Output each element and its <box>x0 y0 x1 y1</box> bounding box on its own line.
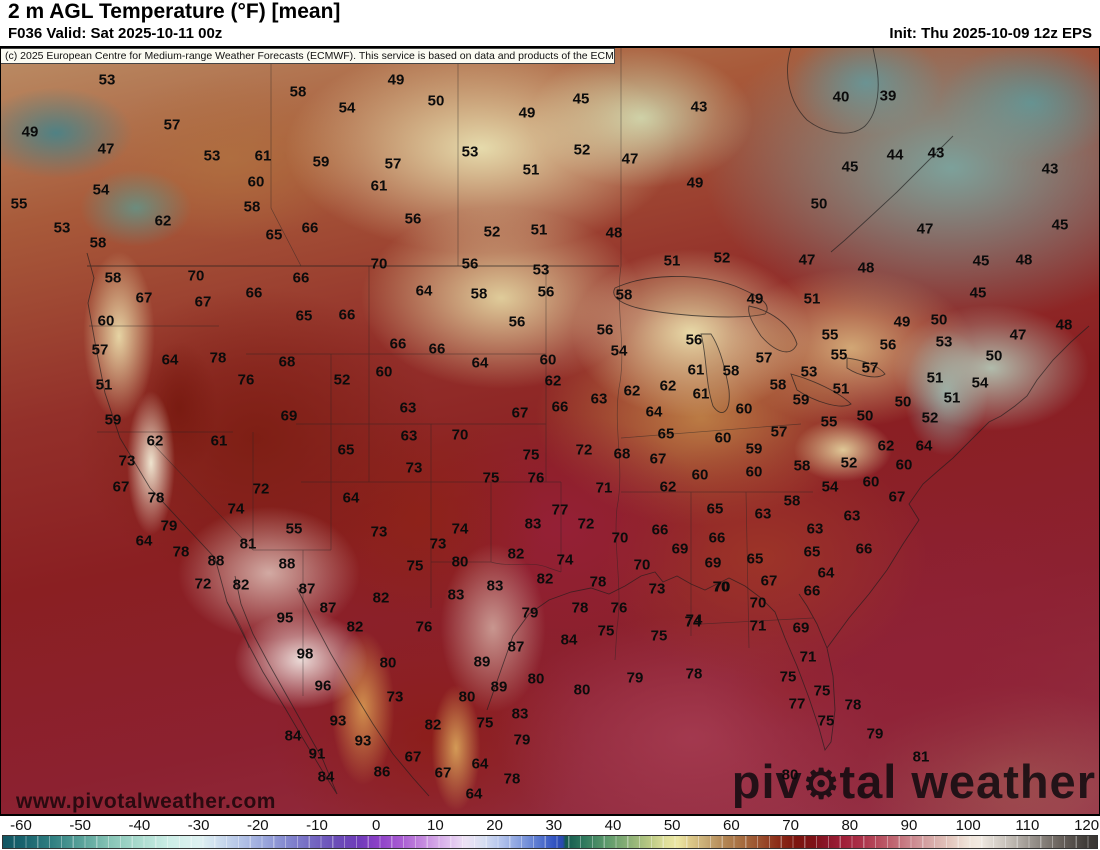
logo-text-right: tal weather <box>839 755 1096 808</box>
map-borders <box>86 48 1090 797</box>
watermark-url: www.pivotalweather.com <box>16 790 276 813</box>
colorbar-tick: 30 <box>545 817 563 834</box>
colorbar-tick: 110 <box>1015 817 1040 834</box>
hudson-bay <box>787 48 879 134</box>
colorbar-tick: 60 <box>723 817 740 834</box>
colorbar-tick: -50 <box>69 817 92 834</box>
lake-michigan <box>700 333 730 413</box>
colorbar-tick: -30 <box>187 817 210 834</box>
gear-icon: ⚙ <box>802 761 840 807</box>
init-time: Init: Thu 2025-10-09 12z EPS <box>889 25 1092 42</box>
colorbar-tick: -60 <box>10 817 32 834</box>
colorbar-tick: 20 <box>486 817 503 834</box>
lake-ontario <box>846 357 886 378</box>
page-title: 2 m AGL Temperature (°F) [mean] <box>8 0 341 23</box>
coastline-gulf <box>486 571 762 711</box>
colorbar-gradient <box>2 835 1098 849</box>
coastline-pacific <box>86 252 338 795</box>
header: 2 m AGL Temperature (°F) [mean] F036 Val… <box>0 0 1100 46</box>
coastline-florida <box>760 593 836 752</box>
colorbar-tick: 50 <box>663 817 681 834</box>
colorbar: -60 -50 -40 -30 -20 -10 0 10 20 30 40 50 60 70 80 90 100… <box>0 816 1100 850</box>
pivotal-weather-logo: piv⚙tal weather <box>732 758 1096 805</box>
colorbar-tick: 120 <box>1074 817 1100 834</box>
valid-time: F036 Valid: Sat 2025-10-11 00z <box>8 25 223 42</box>
lake-erie <box>790 373 852 407</box>
colorbar-tick: -40 <box>128 817 151 834</box>
copyright-bar: (c) 2025 European Centre for Medium-rang… <box>1 48 615 64</box>
colorbar-tick: -20 <box>246 817 269 834</box>
coastline-baja <box>234 575 338 795</box>
temperature-field <box>1 48 1099 814</box>
logo-text-left: piv <box>731 755 803 808</box>
coastline-mexico <box>296 587 430 797</box>
colorbar-tick: -10 <box>306 817 328 834</box>
colorbar-tick: 80 <box>841 817 859 834</box>
st-lawrence-river <box>830 135 954 253</box>
colorbar-tick: 10 <box>427 817 444 834</box>
colorbar-tick: 70 <box>782 817 799 834</box>
colorbar-tick: 90 <box>900 817 918 834</box>
colorbar-ticks: -60 -50 -40 -30 -20 -10 0 10 20 30 40 50 60 70 80 90 100… <box>0 816 1100 850</box>
colorbar-tick: 40 <box>604 817 622 834</box>
lake-superior <box>613 276 768 318</box>
lake-huron <box>748 305 798 353</box>
colorbar-tick: 0 <box>372 817 381 834</box>
temperature-map: (c) 2025 European Centre for Medium-rang… <box>0 46 1100 816</box>
colorbar-segments <box>3 836 1097 848</box>
state-borders <box>89 48 814 696</box>
colorbar-tick: 100 <box>955 817 981 834</box>
coastline-atlantic <box>826 325 1090 649</box>
